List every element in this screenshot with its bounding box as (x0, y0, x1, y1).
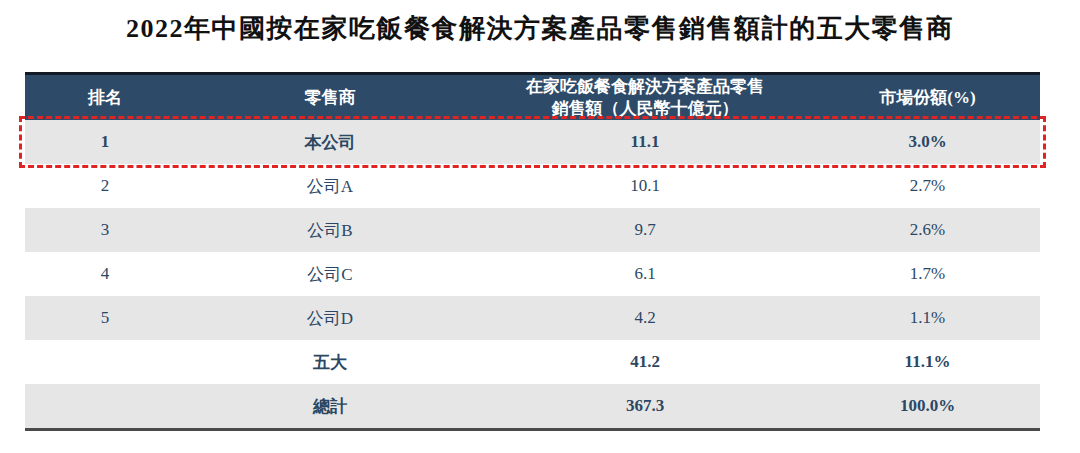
sales-cell: 11.1 (475, 132, 815, 152)
table-row-company-b: 3 公司B 9.7 2.6% (25, 208, 1040, 252)
share-cell: 2.7% (815, 176, 1040, 196)
header-sales-label: 在家吃飯餐食解決方案產品零售銷售額（人民幣十億元） (525, 76, 765, 119)
header-share: 市場份額(%) (815, 86, 1040, 109)
table-row-company-c: 4 公司C 6.1 1.7% (25, 252, 1040, 296)
share-cell: 11.1% (815, 352, 1040, 372)
share-cell: 100.0% (815, 396, 1040, 416)
retailer-cell: 公司C (185, 263, 475, 286)
retailer-cell: 總計 (185, 395, 475, 418)
share-cell: 1.7% (815, 264, 1040, 284)
share-cell: 1.1% (815, 308, 1040, 328)
sales-cell: 367.3 (475, 396, 815, 416)
sales-cell: 4.2 (475, 308, 815, 328)
rank-cell: 1 (25, 132, 185, 152)
page: 2022年中國按在家吃飯餐食解決方案產品零售銷售額計的五大零售商 排名 零售商 … (0, 0, 1080, 453)
table-row-company-a: 2 公司A 10.1 2.7% (25, 164, 1040, 208)
table-row-company-d: 5 公司D 4.2 1.1% (25, 296, 1040, 340)
table-header-row: 排名 零售商 在家吃飯餐食解決方案產品零售銷售額（人民幣十億元） 市場份額(%) (25, 72, 1040, 120)
table-row-top-five-total: 五大 41.2 11.1% (25, 340, 1040, 384)
table-row-grand-total: 總計 367.3 100.0% (25, 384, 1040, 428)
share-cell: 3.0% (815, 132, 1040, 152)
sales-cell: 9.7 (475, 220, 815, 240)
sales-cell: 10.1 (475, 176, 815, 196)
header-sales: 在家吃飯餐食解決方案產品零售銷售額（人民幣十億元） (475, 76, 815, 119)
retailer-cell: 五大 (185, 351, 475, 374)
rank-cell: 4 (25, 264, 185, 284)
page-title: 2022年中國按在家吃飯餐食解決方案產品零售銷售額計的五大零售商 (0, 0, 1080, 44)
rank-cell: 2 (25, 176, 185, 196)
top-retailers-table: 排名 零售商 在家吃飯餐食解決方案產品零售銷售額（人民幣十億元） 市場份額(%)… (25, 72, 1040, 431)
sales-cell: 6.1 (475, 264, 815, 284)
retailer-cell: 公司D (185, 307, 475, 330)
table-row-our-company: 1 本公司 11.1 3.0% (25, 120, 1040, 164)
share-cell: 2.6% (815, 220, 1040, 240)
retailer-cell: 本公司 (185, 131, 475, 154)
sales-cell: 41.2 (475, 352, 815, 372)
rank-cell: 5 (25, 308, 185, 328)
header-retailer: 零售商 (185, 86, 475, 109)
retailer-cell: 公司A (185, 175, 475, 198)
header-rank: 排名 (25, 86, 185, 109)
retailer-cell: 公司B (185, 219, 475, 242)
rank-cell: 3 (25, 220, 185, 240)
